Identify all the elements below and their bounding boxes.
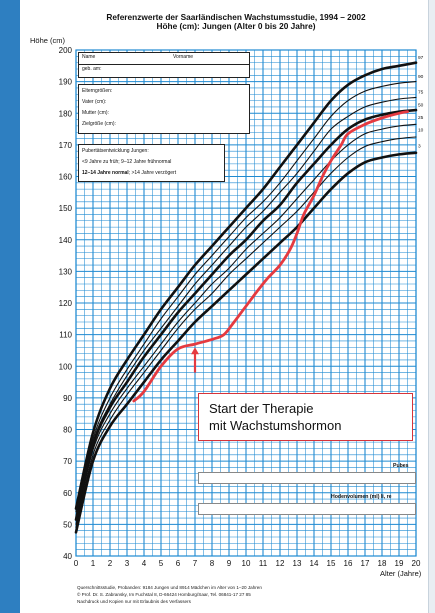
puberty-box: Pubertätsentwicklung Jungen: <9 Jahre zu… — [78, 144, 225, 182]
patient-height-curve — [132, 110, 409, 403]
x-tick-label: 5 — [159, 559, 164, 568]
percentile-tab — [417, 126, 426, 133]
puberty-heading: Pubertätsentwicklung Jungen: — [82, 148, 149, 154]
sheet-edge — [428, 0, 435, 613]
y-tick-label: 160 — [59, 173, 73, 182]
percentile-curve-50 — [74, 108, 418, 521]
patient-curve — [132, 110, 409, 403]
percentile-label-50: 50 — [418, 102, 424, 108]
y-tick-label: 90 — [63, 394, 72, 403]
percentile-curve-75 — [75, 96, 417, 518]
father-height-label: Vater (cm): — [82, 99, 107, 105]
x-tick-label: 9 — [227, 559, 232, 568]
divider — [79, 64, 249, 65]
pubes-row — [198, 472, 416, 484]
y-axis-label: Höhe (cm) — [30, 36, 66, 45]
x-axis-label: Alter (Jahre) — [380, 569, 422, 578]
vorname-label: Vorname — [173, 54, 194, 60]
chart-title: Referenzwerte der Saarländischen Wachstu… — [106, 12, 366, 22]
percentile-curve-97 — [74, 61, 418, 510]
x-tick-label: 1 — [91, 559, 96, 568]
x-tick-label: 2 — [108, 559, 113, 568]
x-tick-label: 12 — [276, 559, 285, 568]
birth-date-label: geb. am: — [82, 66, 102, 72]
y-tick-label: 70 — [63, 457, 72, 466]
percentile-tab — [417, 72, 426, 79]
parent-heights-label: Elterngrößen: — [82, 88, 113, 94]
therapy-callout: Start der Therapie mit Wachstumshormon — [198, 393, 413, 441]
x-tick-label: 15 — [327, 559, 336, 568]
parent-heights-box: Elterngrößen: Vater (cm): Mutter (cm): Z… — [78, 84, 250, 134]
percentile-curve-3 — [74, 151, 418, 534]
y-tick-label: 190 — [59, 78, 73, 87]
percentile-label-25: 25 — [418, 115, 424, 121]
percentile-tab — [417, 53, 426, 60]
percentile-label-90: 90 — [418, 74, 424, 80]
testicular-volume-row — [198, 503, 416, 515]
y-tick-label: 200 — [59, 46, 73, 55]
x-tick-label: 6 — [176, 559, 181, 568]
mother-height-label: Mutter (cm): — [82, 110, 109, 116]
y-tick-label: 120 — [59, 299, 73, 308]
x-tick-label: 20 — [412, 559, 421, 568]
puberty-normal-bold: 12–14 Jahre normal — [82, 170, 129, 176]
x-tick-label: 16 — [344, 559, 353, 568]
footer-line-1: Querschnittsstudie, Probanden: 9184 Jung… — [77, 585, 262, 590]
percentile-curve-10 — [75, 136, 417, 529]
plot-frame — [75, 49, 417, 557]
x-tick-label: 10 — [242, 559, 251, 568]
tick-labels: 4050607080901001101201301401501601701801… — [59, 46, 421, 568]
percentile-tab — [417, 142, 426, 149]
x-tick-label: 8 — [210, 559, 215, 568]
therapy-arrow-head — [191, 347, 199, 355]
percentile-tab — [417, 88, 426, 95]
y-tick-label: 80 — [63, 426, 72, 435]
y-tick-label: 180 — [59, 109, 73, 118]
y-tick-label: 100 — [59, 362, 73, 371]
pubes-label: Pubes — [393, 463, 409, 469]
percentile-tab — [417, 101, 426, 108]
percentile-tab — [417, 113, 426, 120]
footer-line-3: Nachdruck und Kopien nur mit Erlaubnis d… — [77, 599, 191, 604]
therapy-arrow — [191, 347, 199, 373]
x-tick-label: 17 — [361, 559, 370, 568]
y-tick-label: 110 — [59, 331, 72, 340]
percentile-labels: 97 90 75 50 25 10 3 — [417, 53, 426, 149]
callout-line-1: Start der Therapie — [209, 401, 314, 416]
x-tick-label: 11 — [259, 559, 268, 568]
testicular-volume-label: Hodenvolumen (ml) li, re — [331, 494, 392, 500]
y-tick-label: 40 — [63, 552, 72, 561]
callout-line-2: mit Wachstumshormon — [209, 418, 342, 433]
name-label: Name — [82, 54, 96, 60]
y-tick-label: 130 — [59, 267, 73, 276]
y-tick-label: 170 — [59, 141, 73, 150]
y-tick-label: 140 — [59, 236, 73, 245]
footer-line-2: © Prof. Dr. S. Zabransky, Im Fuchstal 8,… — [77, 592, 251, 597]
x-tick-label: 18 — [378, 559, 387, 568]
percentile-curve-25 — [75, 123, 417, 525]
patient-info-box: Name Vorname geb. am: — [78, 52, 250, 78]
x-tick-label: 4 — [142, 559, 147, 568]
x-tick-label: 0 — [74, 559, 79, 568]
puberty-normal-rest: ; >14 Jahre verzögert — [128, 170, 177, 176]
percentile-curve-90 — [75, 81, 417, 513]
percentile-label-3: 3 — [418, 143, 421, 149]
x-tick-label: 3 — [125, 559, 130, 568]
puberty-normal: 12–14 Jahre normal; >14 Jahre verzögert — [82, 170, 176, 176]
x-tick-label: 14 — [310, 559, 319, 568]
percentile-label-10: 10 — [418, 128, 424, 134]
x-tick-label: 13 — [293, 559, 302, 568]
y-tick-label: 150 — [59, 204, 73, 213]
percentile-label-75: 75 — [418, 90, 424, 96]
y-tick-label: 50 — [63, 520, 72, 529]
percentile-curves — [74, 61, 418, 534]
percentile-label-97: 97 — [418, 55, 424, 61]
puberty-early: <9 Jahre zu früh; 9–12 Jahre frühnormal — [82, 159, 172, 165]
x-tick-label: 19 — [395, 559, 404, 568]
y-tick-label: 60 — [63, 489, 72, 498]
chart-subtitle: Höhe (cm): Jungen (Alter 0 bis 20 Jahre) — [156, 21, 316, 31]
x-tick-label: 7 — [193, 559, 198, 568]
target-height-label: Zielgröße (cm): — [82, 121, 116, 127]
